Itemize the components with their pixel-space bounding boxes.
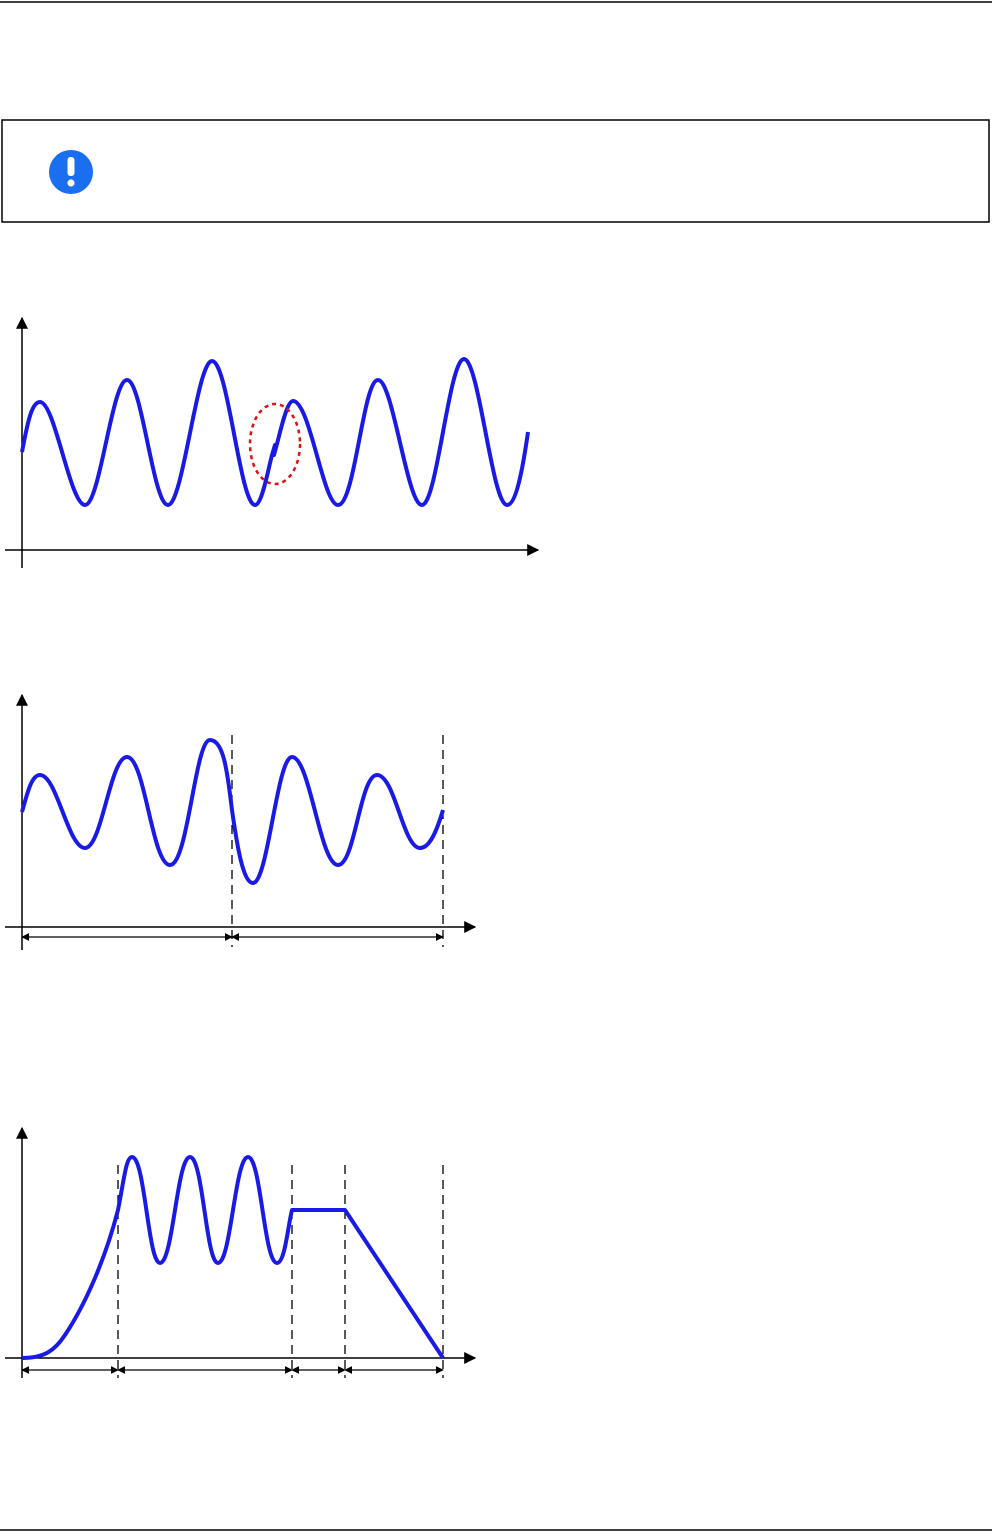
waveform — [21, 1155, 445, 1360]
diagram-glitch — [5, 316, 540, 568]
waveform — [20, 738, 445, 885]
notice-box — [1, 119, 990, 223]
waveform — [20, 357, 530, 507]
glitch-marker — [248, 402, 302, 486]
diagram-two-sequences — [5, 693, 477, 950]
diagram-four-sequences — [5, 1126, 477, 1378]
important-icon — [49, 150, 93, 194]
